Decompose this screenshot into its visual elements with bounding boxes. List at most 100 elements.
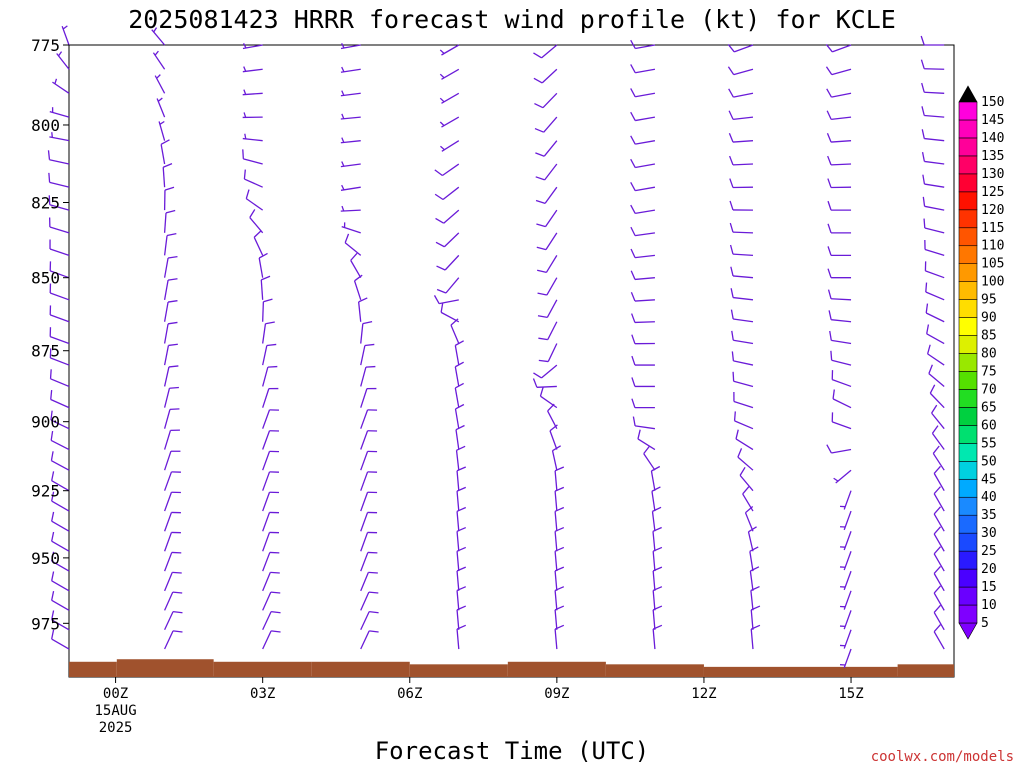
wind-barb-staff [750, 609, 754, 630]
y-tick-label: 925 [31, 482, 60, 501]
wind-barb-flag [922, 174, 926, 185]
wind-barb-flag [364, 343, 375, 347]
wind-barb-staff [733, 360, 754, 366]
wind-barb-staff [450, 324, 460, 344]
wind-barb-staff [835, 469, 852, 484]
colorbar-min-triangle [958, 622, 978, 640]
wind-barb-flag [533, 372, 542, 379]
colorbar-label: 105 [981, 257, 1004, 272]
wind-barb-flag [49, 369, 52, 379]
wind-barb-flag [439, 97, 445, 103]
wind-barb-staff [50, 419, 70, 430]
wind-barb-flag [630, 111, 636, 121]
wind-barb-flag [341, 137, 345, 143]
wind-barb-flag [51, 132, 53, 138]
wind-barb-staff [931, 412, 945, 430]
wind-barb-staff [540, 395, 558, 409]
wind-barb-flag [159, 120, 165, 125]
wind-barb-staff [341, 226, 361, 234]
wind-barb-staff [831, 339, 852, 345]
wind-barb-flag [533, 77, 543, 84]
wind-barb-flag [933, 506, 941, 515]
wind-barb-flag [826, 88, 832, 98]
wind-barb-staff [244, 178, 263, 188]
wind-barb-staff [163, 409, 171, 429]
wind-barb-flag [439, 49, 445, 54]
wind-barb-staff [843, 490, 852, 510]
wind-barb-staff [541, 68, 558, 84]
wind-barb-flag [243, 169, 246, 180]
wind-barb-flag [730, 309, 734, 320]
wind-barb-flag [258, 252, 268, 259]
wind-barb-flag [51, 511, 55, 522]
wind-barb-flag [243, 112, 247, 118]
wind-barb-flag [731, 351, 735, 361]
wind-barb-staff [163, 532, 173, 552]
wind-barb-flag [538, 359, 549, 363]
wind-barb-staff [456, 531, 460, 552]
wind-barb-staff [50, 398, 70, 409]
wind-barb-staff [831, 92, 852, 98]
colorbar-label: 75 [981, 364, 997, 379]
wind-barb-flag [50, 390, 53, 400]
wind-barb-flag [168, 343, 178, 347]
wind-barb-staff [262, 430, 271, 450]
wind-barb-staff [50, 378, 70, 388]
wind-barb-flag [450, 318, 459, 326]
colorbar-segment [958, 101, 978, 121]
wind-barb-flag [643, 445, 651, 455]
wind-barb-flag [456, 466, 467, 472]
wind-barb-flag [652, 566, 663, 572]
colorbar-segment [958, 317, 978, 336]
wind-barb-flag [344, 233, 350, 244]
wind-barb-flag [156, 74, 161, 79]
wind-barb-staff [843, 551, 852, 571]
wind-barb-staff [443, 232, 460, 248]
wind-barb-staff [732, 275, 754, 279]
wind-barb-staff [49, 226, 70, 234]
wind-barb-flag [270, 571, 280, 574]
wind-barb-flag [243, 42, 247, 49]
wind-barb-flag [455, 424, 465, 431]
wind-barb-flag [830, 350, 833, 361]
wind-barb-staff [442, 163, 460, 177]
wind-barb-staff [933, 553, 945, 572]
wind-barb-staff [924, 137, 945, 142]
wind-barb-staff [360, 630, 370, 650]
colorbar-label: 140 [981, 131, 1004, 146]
wind-barb-staff [164, 591, 174, 611]
wind-barb-staff [635, 186, 656, 192]
wind-barb-staff [634, 277, 655, 281]
wind-barb-flag [825, 66, 833, 75]
wind-barb-staff [340, 209, 361, 212]
wind-barb-staff [260, 279, 264, 300]
wind-barb-staff [162, 167, 166, 188]
wind-barb-flag [729, 222, 734, 233]
wind-barb-staff [924, 248, 945, 256]
wind-barb-flag [350, 252, 358, 261]
wind-barb-staff [547, 321, 558, 340]
wind-barb-staff [635, 44, 656, 50]
wind-barb-staff [151, 29, 166, 46]
wind-barb-staff [544, 163, 558, 181]
wind-barb-staff [733, 116, 754, 121]
wind-barb-staff [933, 592, 945, 611]
wind-barb-flag [651, 465, 661, 472]
wind-barb-staff [747, 531, 754, 552]
wind-barb-flag [534, 127, 544, 133]
wind-barb-staff [163, 430, 172, 450]
wind-barb-flag [533, 52, 542, 59]
wind-barb-staff [554, 609, 558, 630]
y-tick-label: 875 [31, 342, 60, 361]
wind-barb-staff [340, 163, 361, 168]
wind-barb-flag [51, 471, 55, 481]
wind-barb-staff [652, 531, 656, 552]
wind-barb-staff [441, 116, 460, 128]
wind-barb-staff [832, 379, 852, 388]
wind-barb-flag [922, 196, 926, 207]
x-tick-label: 12Z [691, 686, 716, 702]
wind-barb-flag [165, 209, 176, 214]
wind-barb-flag [827, 246, 832, 256]
wind-barb-staff [637, 438, 656, 451]
